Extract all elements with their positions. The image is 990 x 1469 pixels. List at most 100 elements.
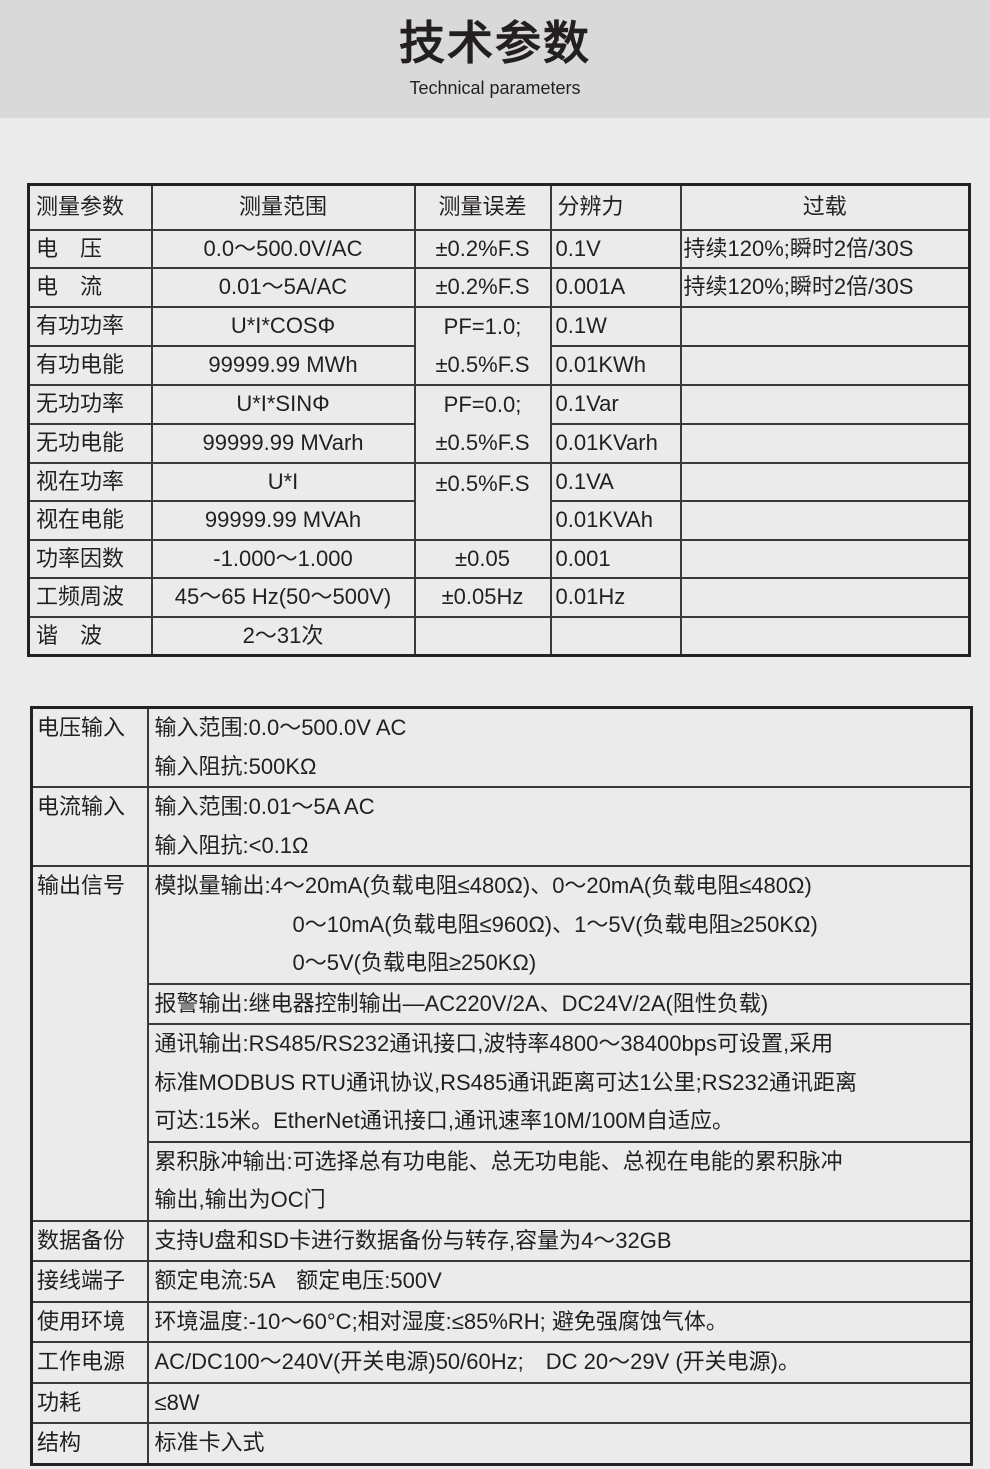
param-cell: 谐 波: [27, 616, 153, 657]
spec-line: 模拟量输出:4～20mA(负载电阻≤480Ω)、0～20mA(负载电阻≤480Ω…: [154, 873, 812, 898]
spec-label: 功耗: [30, 1381, 149, 1424]
overload-cell: [679, 538, 971, 580]
column-header: 测量范围: [150, 183, 416, 231]
spec-line: 标准MODBUS RTU通讯协议,RS485通讯距离可达1公里;RS232通讯距…: [154, 1069, 858, 1095]
spec-row-current-input: 电流输入 输入范围:0.01～5A AC 输入阻抗:<0.1Ω: [30, 786, 973, 867]
param-cell: 有功功率: [27, 305, 153, 347]
table-row: 视在功率 U*I ±0.5%F.S 0.1VA: [27, 461, 971, 541]
spec-row-terminal: 接线端子 额定电流:5A 额定电压:500V: [30, 1260, 973, 1303]
overload-cell: [679, 344, 971, 386]
spec-row-backup: 数据备份 支持U盘和SD卡进行数据备份与转存,容量为4～32GB: [30, 1219, 973, 1262]
spec-label: 结构: [30, 1422, 149, 1465]
error-cell: ±0.05: [413, 538, 552, 580]
resolution-cell: 0.1W: [549, 305, 682, 347]
overload-cell: [679, 500, 971, 541]
measurement-table: 测量参数 测量范围 测量误差 分辨力 过载电 压 0.0～500.0V/AC ±0.2%F.…: [27, 183, 971, 658]
resolution-cell: 0.01Hz: [549, 577, 682, 619]
table-row: 电 流 0.01～5A/AC ±0.2%F.S 0.001A 持续120%;瞬时2倍/3…: [27, 267, 971, 308]
error-cell: ±0.5%F.S: [413, 461, 552, 541]
resolution-cell: 0.001A: [549, 267, 682, 308]
spec-line: 输入范围:0.01～5A AC: [154, 794, 375, 819]
spec-table: 电压输入 输入范围:0.0～500.0V AC 输入阻抗:500KΩ 电流输入 输…: [30, 706, 973, 1466]
param-cell: 无功电能: [27, 422, 153, 464]
param-cell: 无功功率: [27, 383, 153, 425]
table-row: 谐 波 2～31次: [27, 616, 971, 657]
resolution-cell: 0.1VA: [549, 461, 682, 503]
spec-label: 数据备份: [30, 1219, 149, 1262]
spec-line: 0～10mA(负载电阻≤960Ω)、1～5V(负载电阻≥250KΩ): [292, 911, 818, 937]
error-cell: PF=0.0; ±0.5%F.S: [413, 383, 552, 464]
param-cell: 有功电能: [27, 344, 153, 386]
table-row: 无功功率 U*I*SINΦ PF=0.0; ±0.5%F.S 0.1Var: [27, 383, 971, 464]
resolution-cell: 0.01KVarh: [549, 422, 682, 464]
error-cell: ±0.05Hz: [413, 577, 552, 619]
overload-cell: 持续120%;瞬时2倍/30S: [679, 267, 971, 308]
spec-line: 可达:15米。EtherNet通讯接口,通讯速率10M/100M自适应。: [154, 1108, 734, 1133]
table-row: 功率因数 -1.000～1.000 ±0.05 0.001: [27, 538, 971, 580]
param-cell: 功率因数: [27, 538, 153, 580]
spec-row-output-comm: 通讯输出:RS485/RS232通讯接口,波特率4800～38400bps可设置…: [32, 1023, 973, 1143]
spec-line: 0～5V(负载电阻≥250KΩ): [292, 950, 537, 975]
range-cell: -1.000～1.000: [150, 538, 416, 580]
range-cell: 2～31次: [150, 616, 416, 657]
table-row: 视在电能 99999.99 MVAh 0.01KVAh: [27, 500, 971, 541]
error-line: ±0.5%F.S: [435, 429, 530, 455]
error-cell: [413, 616, 552, 657]
spec-row-output-pulse: 累积脉冲输出:可选择总有功电能、总无功电能、总视在电能的累积脉冲 输出,输出为OC…: [32, 1140, 973, 1222]
header-band: [0, 0, 990, 118]
overload-cell: [679, 383, 971, 425]
overload-cell: [679, 616, 971, 657]
range-cell: 0.0～500.0V/AC: [150, 228, 416, 270]
param-cell: 工频周波: [27, 577, 153, 619]
range-cell: U*I: [150, 461, 416, 503]
param-cell: 视在功率: [27, 461, 153, 503]
range-cell: 0.01～5A/AC: [150, 267, 416, 308]
overload-cell: [679, 461, 971, 503]
spec-value: 环境温度:-10～60°C;相对湿度:≤85%RH; 避免强腐蚀气体。: [146, 1300, 973, 1343]
error-cell: ±0.2%F.S: [413, 267, 552, 308]
error-cell: PF=1.0; ±0.5%F.S: [413, 305, 552, 386]
spec-row-consumption: 功耗 ≤8W: [30, 1381, 973, 1424]
range-cell: 99999.99 MWh: [150, 344, 416, 386]
overload-cell: 持续120%;瞬时2倍/30S: [679, 228, 971, 270]
spec-row-power: 工作电源 AC/DC100～240V(开关电源)50/60Hz; DC 20～29…: [30, 1341, 973, 1384]
spec-line: 输入阻抗:<0.1Ω: [154, 832, 309, 858]
param-cell: 电 流: [27, 267, 153, 308]
spec-line: 输入范围:0.0～500.0V AC: [154, 715, 407, 740]
overload-cell: [679, 305, 971, 347]
spec-line: 通讯输出:RS485/RS232通讯接口,波特率4800～38400bps可设置…: [154, 1031, 834, 1056]
spec-row-voltage-input: 电压输入 输入范围:0.0～500.0V AC 输入阻抗:500KΩ: [30, 706, 973, 788]
spec-value: ≤8W: [146, 1381, 973, 1424]
overload-cell: [679, 577, 971, 619]
range-cell: U*I*SINΦ: [150, 383, 416, 425]
resolution-cell: [549, 616, 682, 657]
spec-label: 电流输入: [30, 786, 149, 867]
column-header: 测量误差: [413, 183, 552, 231]
spec-row-structure: 结构 标准卡入式: [30, 1422, 973, 1465]
resolution-cell: 0.001: [549, 538, 682, 580]
resolution-cell: 0.1V: [549, 228, 682, 270]
param-cell: 电 压: [27, 228, 153, 270]
resolution-cell: 0.01KVAh: [549, 500, 682, 541]
table-row: 有功电能 99999.99 MWh 0.01KWh: [27, 344, 971, 386]
table-row: 电 压 0.0～500.0V/AC ±0.2%F.S 0.1V 持续120%;瞬时2倍/…: [27, 228, 971, 270]
spec-line: 累积脉冲输出:可选择总有功电能、总无功电能、总视在电能的累积脉冲: [154, 1148, 843, 1174]
spec-label: 使用环境: [30, 1300, 149, 1343]
overload-cell: [679, 422, 971, 464]
range-cell: U*I*COSΦ: [150, 305, 416, 347]
spec-value: 支持U盘和SD卡进行数据备份与转存,容量为4～32GB: [146, 1219, 973, 1262]
error-cell: ±0.2%F.S: [413, 228, 552, 270]
spec-value: 标准卡入式: [146, 1422, 973, 1465]
error-line: PF=0.0;: [443, 391, 522, 417]
table-row: 工频周波 45～65 Hz(50～500V) ±0.05Hz 0.01Hz: [27, 577, 971, 619]
page-subtitle: Technical parameters: [409, 78, 581, 98]
spec-label: 接线端子: [30, 1260, 149, 1303]
resolution-cell: 0.1Var: [549, 383, 682, 425]
spec-label: 输出信号: [30, 865, 149, 1222]
table-row: 有功功率 U*I*COSΦ PF=1.0; ±0.5%F.S 0.1W: [27, 305, 971, 386]
spec-value: 额定电流:5A 额定电压:500V: [146, 1260, 973, 1303]
spec-line: 输出,输出为OC门: [154, 1187, 326, 1212]
spec-row-output-alarm: 报警输出:继电器控制输出—AC220V/2A、DC24V/2A(阻性负载): [32, 982, 973, 1025]
column-header: 过载: [679, 183, 971, 231]
range-cell: 99999.99 MVarh: [150, 422, 416, 464]
